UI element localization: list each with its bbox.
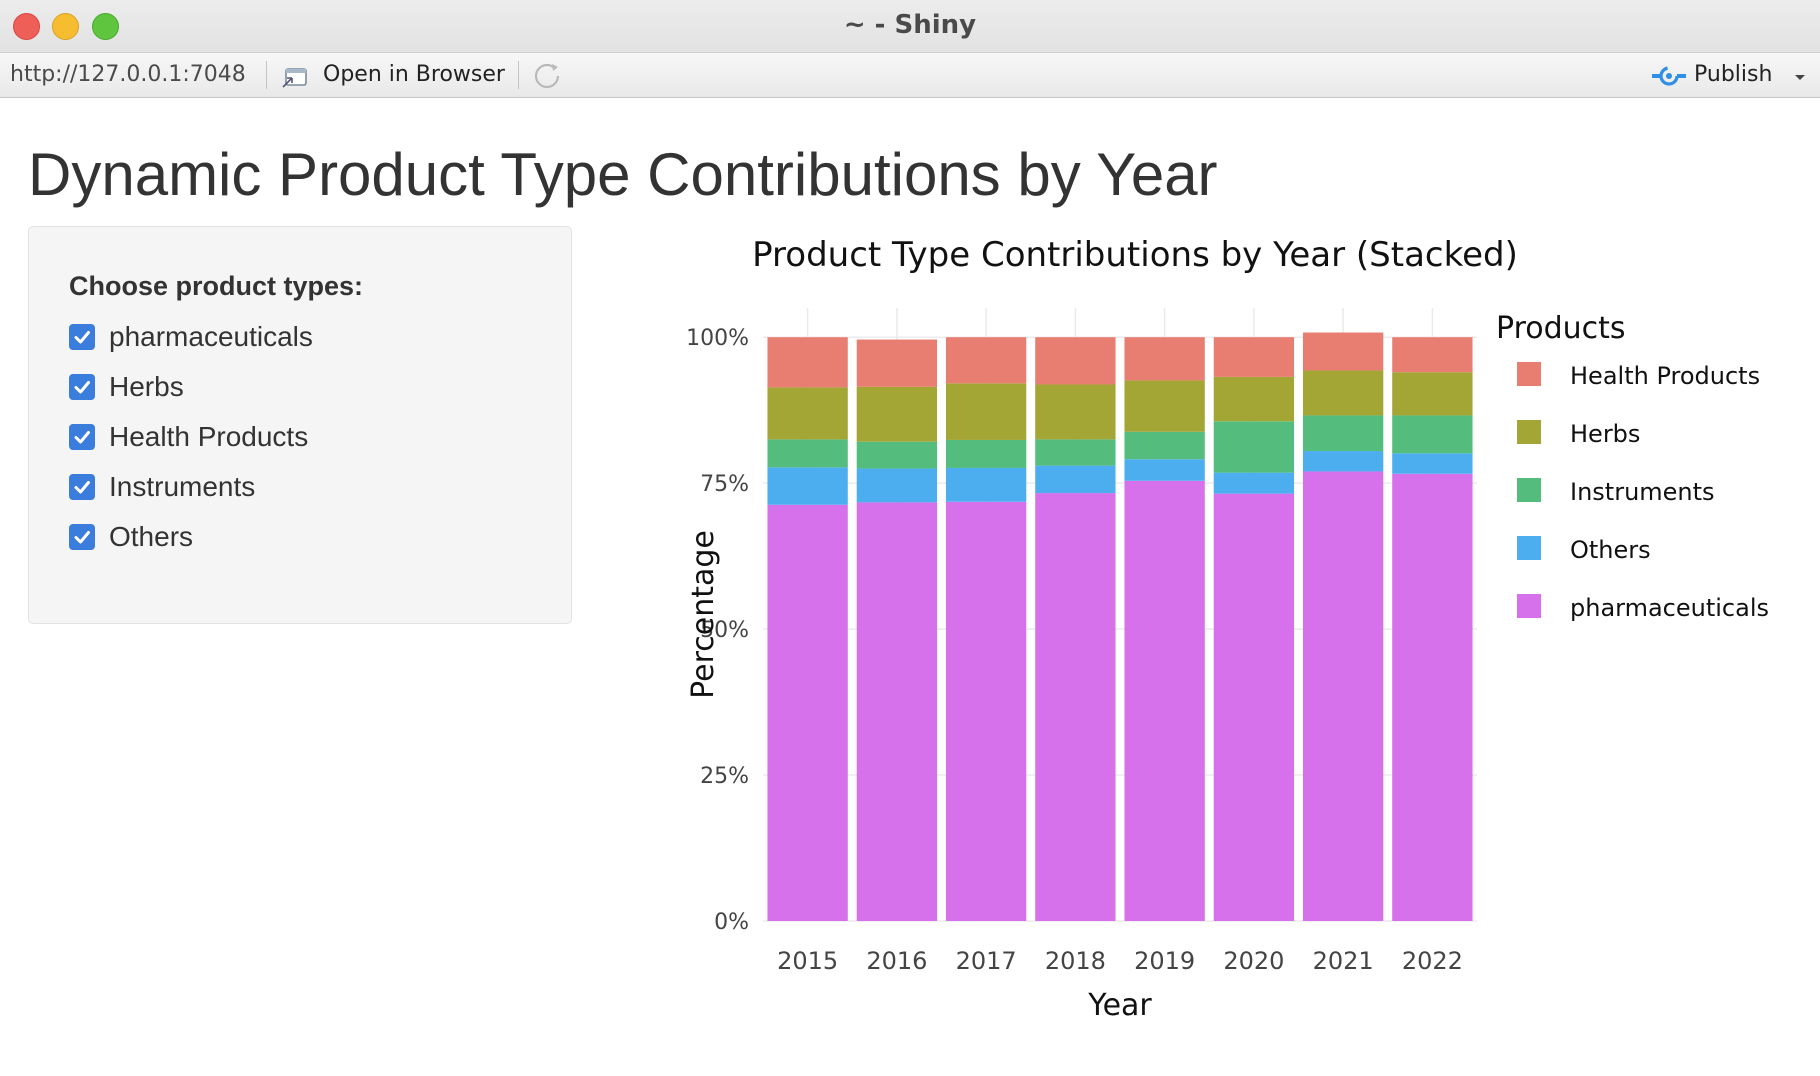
bar-segment <box>1302 332 1384 371</box>
bar-segment <box>1392 453 1473 474</box>
y-tick-label: 100% <box>686 326 749 351</box>
bar-segment <box>767 439 848 468</box>
publish-icon <box>1652 66 1686 86</box>
legend-swatch <box>1517 536 1541 560</box>
window-close-button[interactable] <box>13 13 40 40</box>
x-tick-label: 2016 <box>866 947 927 975</box>
bar-segment <box>856 468 938 503</box>
checkbox-checked-icon[interactable] <box>69 524 95 550</box>
chart-canvas: 0% 25% 50% 75% 100% 2015 2016 2017 2018 2019 2020 2… <box>686 235 1769 1023</box>
legend-swatch <box>1517 362 1541 386</box>
checkbox-checked-icon[interactable] <box>69 324 95 350</box>
sidebar-panel: Choose product types: pharmaceuticals He… <box>28 226 572 624</box>
legend-title: Products <box>1496 311 1626 346</box>
y-tick-label: 50% <box>700 618 749 643</box>
x-tick-label: 2021 <box>1313 947 1374 975</box>
checkbox-label: Others <box>109 521 194 552</box>
bar-segment <box>1213 337 1295 377</box>
checkbox-checked-icon[interactable] <box>69 374 95 400</box>
bar-segment <box>856 502 938 921</box>
bar-segment <box>1302 370 1384 416</box>
bar-segment <box>1302 471 1384 921</box>
bar-segment <box>945 383 1027 440</box>
checkbox-label: pharmaceuticals <box>109 321 313 352</box>
viewer-toolbar: http://127.0.0.1:7048 Open in Browser Pu… <box>0 53 1820 98</box>
legend-swatch <box>1517 594 1541 618</box>
bar-segment <box>945 439 1027 468</box>
bar-segment <box>1392 473 1473 921</box>
legend-swatch <box>1517 478 1541 502</box>
bar-segment <box>1035 384 1116 440</box>
url-display[interactable]: http://127.0.0.1:7048 <box>10 62 246 87</box>
bar-segment <box>856 386 938 442</box>
bar-segment <box>1035 439 1116 466</box>
legend-label: pharmaceuticals <box>1570 594 1769 622</box>
y-tick-label: 25% <box>700 764 749 789</box>
bar-segment <box>1213 376 1295 422</box>
bar-segment <box>1035 465 1116 494</box>
window-title: ~ - Shiny <box>843 10 977 40</box>
x-tick-label: 2017 <box>956 947 1017 975</box>
page-title: Dynamic Product Type Contributions by Ye… <box>28 141 1218 208</box>
legend-label: Others <box>1570 536 1651 564</box>
bar-segment <box>1213 421 1295 473</box>
chevron-down-icon[interactable] <box>1790 67 1810 87</box>
bar-segment <box>767 337 848 388</box>
bar-segment <box>1124 431 1205 460</box>
x-tick-label: 2020 <box>1223 947 1284 975</box>
legend-label: Instruments <box>1570 478 1715 506</box>
open-in-browser-label: Open in Browser <box>323 62 505 87</box>
x-tick-label: 2019 <box>1134 947 1195 975</box>
bar-segment <box>767 387 848 440</box>
open-window-icon <box>282 68 307 88</box>
x-tick-label: 2018 <box>1045 947 1106 975</box>
legend-label: Health Products <box>1570 362 1760 390</box>
checkbox-label: Health Products <box>109 421 309 452</box>
y-axis-title: Percentage <box>686 530 721 699</box>
bar-segment <box>767 504 848 921</box>
x-tick-label: 2015 <box>777 947 838 975</box>
bar-segment <box>856 339 938 387</box>
checkbox-checked-icon[interactable] <box>69 474 95 500</box>
bar-segment <box>1213 493 1295 921</box>
bar-segment <box>945 337 1027 384</box>
y-tick-label: 0% <box>714 910 749 935</box>
bar-segment <box>1392 372 1473 416</box>
x-axis-title: Year <box>1087 988 1152 1023</box>
bar-segment <box>1124 480 1205 921</box>
bar-segment <box>1213 472 1295 494</box>
bar-segment <box>1302 415 1384 452</box>
bar-segment <box>1124 459 1205 481</box>
bar-segment <box>945 467 1027 502</box>
x-tick-label: 2022 <box>1402 947 1463 975</box>
bar-segment <box>945 501 1027 921</box>
legend-label: Herbs <box>1570 420 1640 448</box>
toolbar-divider <box>518 61 519 89</box>
window-minimize-button[interactable] <box>52 13 79 40</box>
checkbox-label: Herbs <box>109 371 184 402</box>
bar-segment <box>1035 493 1116 921</box>
refresh-icon[interactable] <box>532 61 562 91</box>
bar-segment <box>1124 380 1205 432</box>
bar-segment <box>1392 337 1473 373</box>
checkbox-label: Instruments <box>109 471 256 502</box>
y-tick-label: 75% <box>700 472 749 497</box>
bar-segment <box>1035 337 1116 385</box>
bar-segment <box>1302 451 1384 472</box>
chart-title: Product Type Contributions by Year (Stac… <box>752 235 1518 275</box>
bar-segment <box>1124 337 1205 381</box>
toolbar-divider <box>266 61 267 89</box>
window-titlebar: ~ - Shiny <box>0 0 1820 53</box>
stacked-bar-chart: 0% 25% 50% 75% 100% 2015 2016 2017 2018 2019 2020 2… <box>640 228 1810 1048</box>
legend-swatch <box>1517 420 1541 444</box>
bar-segment <box>1392 415 1473 454</box>
publish-label: Publish <box>1694 62 1773 87</box>
product-types-label: Choose product types: <box>69 271 364 301</box>
bar-segment <box>767 467 848 505</box>
bar-segment <box>856 441 938 469</box>
checkbox-checked-icon[interactable] <box>69 424 95 450</box>
window-maximize-button[interactable] <box>92 13 119 40</box>
